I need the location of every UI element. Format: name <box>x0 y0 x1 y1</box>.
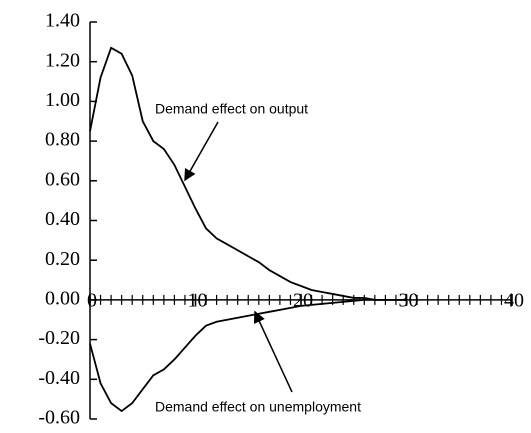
x-tick-label: 30 <box>399 289 419 311</box>
y-tick-label: 1.40 <box>45 10 80 32</box>
y-tick-label: 0.40 <box>45 208 80 230</box>
y-tick-label: 0.20 <box>45 248 80 270</box>
series-line <box>89 299 407 413</box>
x-tick-label: 40 <box>504 289 524 311</box>
y-tick-label: -0.60 <box>38 407 80 429</box>
x-tick-label: 10 <box>188 289 208 311</box>
y-tick-label: 0.80 <box>45 129 80 151</box>
series-line <box>89 46 407 301</box>
x-tick-label: 0 <box>87 289 97 311</box>
x-tick-label: 20 <box>293 289 313 311</box>
annotation-arrow <box>253 310 293 393</box>
y-tick-label: 0.60 <box>45 168 80 190</box>
annotation: Demand effect on unemployment <box>155 399 361 415</box>
y-tick-label: -0.40 <box>38 367 80 389</box>
annotation: Demand effect on output <box>155 101 308 117</box>
y-tick-label: 1.20 <box>45 49 80 71</box>
y-tick-label: -0.20 <box>38 327 80 349</box>
annotation-arrow <box>184 121 219 182</box>
y-tick-label: 0.00 <box>45 287 80 309</box>
y-tick-label: 1.00 <box>45 89 80 111</box>
